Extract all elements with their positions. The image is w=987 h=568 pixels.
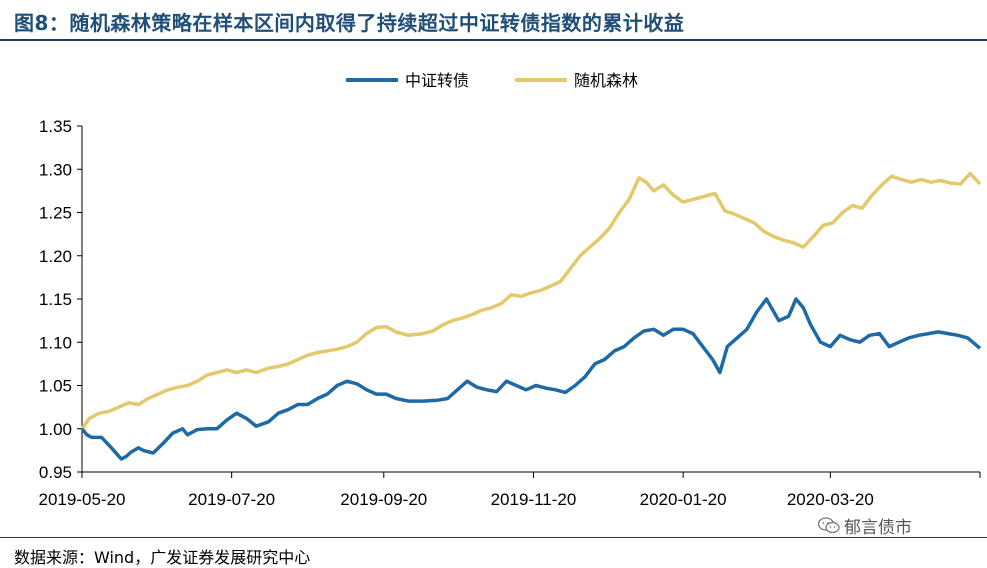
y-tick-label: 1.30 bbox=[39, 160, 72, 179]
x-ticks: 2019-05-20 2019-07-20 2019-09-20 2019-11-20… bbox=[39, 472, 981, 509]
watermark: 郁言债市 bbox=[818, 513, 912, 538]
figure-title: 图8：随机森林策略在样本区间内取得了持续超过中证转债指数的累计收益 bbox=[14, 11, 685, 35]
watermark-text: 郁言债市 bbox=[844, 518, 912, 538]
plot-lines bbox=[80, 171, 982, 461]
y-ticks: 0.95 1.00 1.05 1.10 1.15 1.20 1.25 1.30 1.35 bbox=[39, 117, 82, 482]
source-divider bbox=[0, 537, 987, 538]
data-source-note: 数据来源：Wind，广发证券发展研究中心 bbox=[14, 548, 311, 567]
x-tick-label: 2019-09-20 bbox=[340, 490, 427, 509]
x-tick-label: 2020-01-20 bbox=[640, 490, 727, 509]
y-tick-label: 1.10 bbox=[39, 333, 72, 352]
x-tick-label: 2019-11-20 bbox=[491, 490, 577, 509]
legend-label-zhongzheng: 中证转债 bbox=[405, 71, 469, 90]
y-tick-label: 1.20 bbox=[39, 247, 72, 266]
y-tick-label: 1.00 bbox=[39, 420, 72, 439]
legend-label-random-forest: 随机森林 bbox=[574, 71, 638, 90]
series-line-random-forest bbox=[80, 171, 982, 430]
y-tick-label: 1.15 bbox=[39, 290, 72, 309]
series-line-zhongzheng-convertible bbox=[80, 297, 982, 461]
chart-legend: 中证转债 随机森林 bbox=[346, 71, 638, 90]
line-chart: 中证转债 随机森林 0.95 1.00 1.05 1.10 1.15 1.20 1.25 1.… bbox=[39, 71, 982, 509]
y-tick-label: 0.95 bbox=[39, 463, 72, 482]
x-tick-label: 2020-03-20 bbox=[787, 490, 874, 509]
chart-axes bbox=[81, 126, 980, 473]
title-divider bbox=[0, 39, 987, 41]
y-tick-label: 1.25 bbox=[39, 204, 72, 223]
y-tick-label: 1.35 bbox=[39, 117, 72, 136]
x-tick-label: 2019-07-20 bbox=[188, 490, 275, 509]
y-tick-label: 1.05 bbox=[39, 377, 72, 396]
x-tick-label: 2019-05-20 bbox=[39, 490, 126, 509]
wechat-icon bbox=[818, 517, 840, 534]
